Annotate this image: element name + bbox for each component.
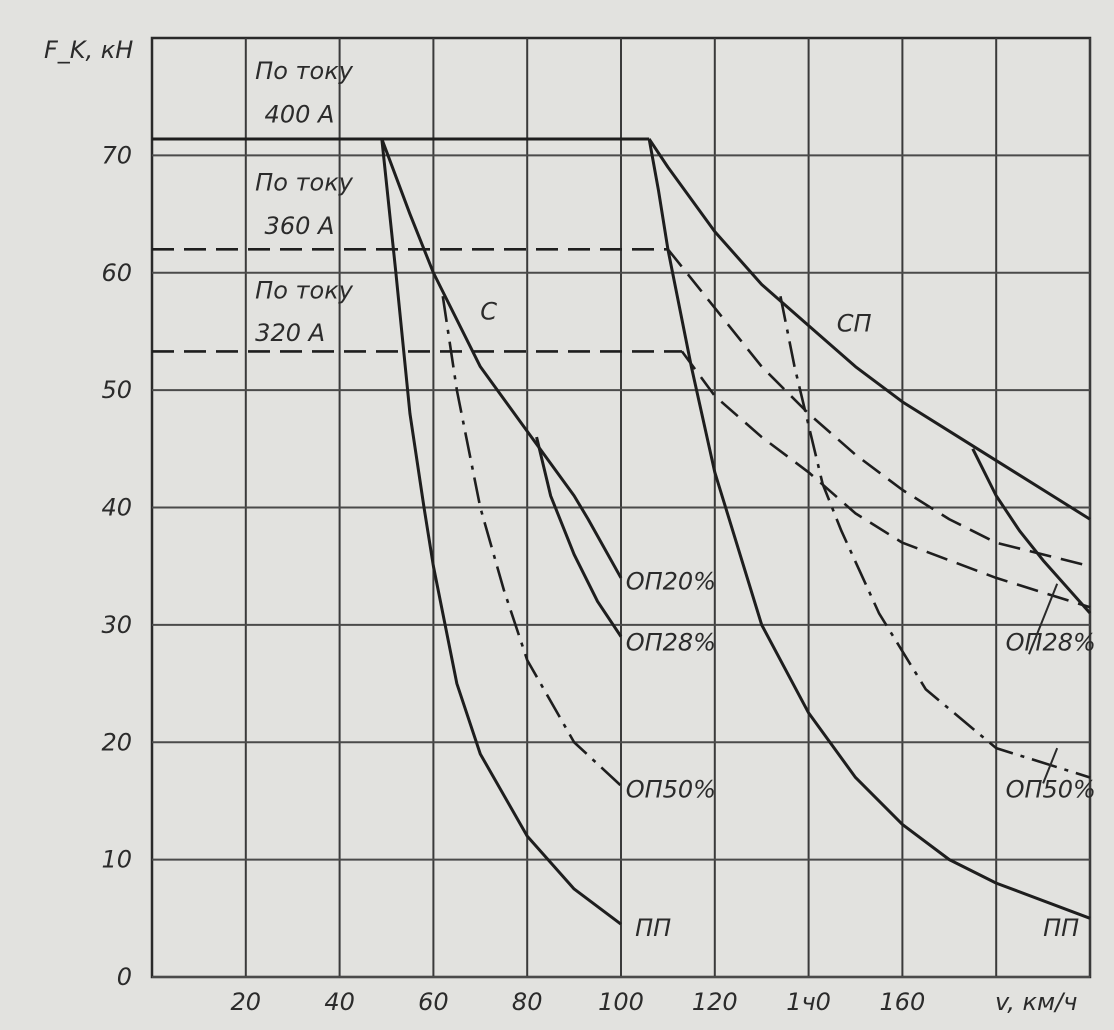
series-line: [380, 138, 623, 579]
y-axis-label: F_K, кН: [44, 36, 133, 64]
series-line: [647, 138, 1091, 521]
y-tick-label: 50: [101, 376, 132, 404]
annotation-label: По току: [255, 277, 354, 305]
y-tick-label: 20: [101, 728, 132, 756]
x-tick-label: 120: [692, 988, 738, 1016]
annotation-label: 360 А: [265, 212, 335, 240]
series-line: [647, 138, 1091, 920]
grid: [150, 36, 1092, 979]
annotation-label: ПП: [635, 914, 671, 942]
series-group: [152, 137, 1092, 926]
annotation-label: ПП: [1043, 914, 1079, 942]
annotation-label: 320 А: [255, 319, 325, 347]
y-tick-label: 70: [101, 141, 132, 169]
x-tick-label: 40: [324, 988, 355, 1016]
annotation-label: 400 А: [265, 101, 335, 129]
y-tick-label: 0: [117, 963, 132, 991]
x-tick-label: 100: [598, 988, 644, 1016]
annotation-label: ОП50%: [626, 775, 716, 803]
y-tick-label: 40: [101, 494, 132, 522]
x-tick-label: 1ч0: [786, 988, 831, 1016]
series-line: [535, 436, 623, 638]
x-tick-label: 60: [418, 988, 449, 1016]
annotation-label: С: [480, 298, 497, 326]
leader-line: [1042, 747, 1059, 784]
x-tick-label: 80: [512, 988, 543, 1016]
x-tick-label: 160: [879, 988, 925, 1016]
series-line: [779, 295, 1091, 779]
annotation-label: По току: [255, 169, 354, 197]
series-line: [680, 350, 1091, 609]
series-line: [380, 138, 622, 926]
series-line: [666, 248, 1091, 568]
annotation-label: ОП28%: [1006, 629, 1096, 657]
y-tick-label: 30: [101, 611, 132, 639]
annotation-label: СП: [837, 309, 872, 337]
leader-line: [1028, 583, 1059, 655]
tick-labels: 20 40 60 80 100 120 1ч0 160 0 10 20 30 40 50 60 70: [101, 141, 925, 1016]
x-axis-label: v, км/ч: [995, 988, 1077, 1016]
annotation-label: ОП20%: [626, 568, 716, 596]
series-line: [441, 296, 622, 787]
x-tick-label: 20: [231, 988, 262, 1016]
series-line: [971, 448, 1092, 615]
annotation-label: По току: [255, 57, 354, 85]
annotations: По току 400 А По току 360 А По току 320 А С СП О…: [255, 57, 1096, 942]
y-tick-label: 60: [101, 259, 132, 287]
annotation-label: ОП28%: [626, 629, 716, 657]
y-tick-label: 10: [101, 846, 132, 874]
annotation-label: ОП50%: [1006, 775, 1096, 803]
